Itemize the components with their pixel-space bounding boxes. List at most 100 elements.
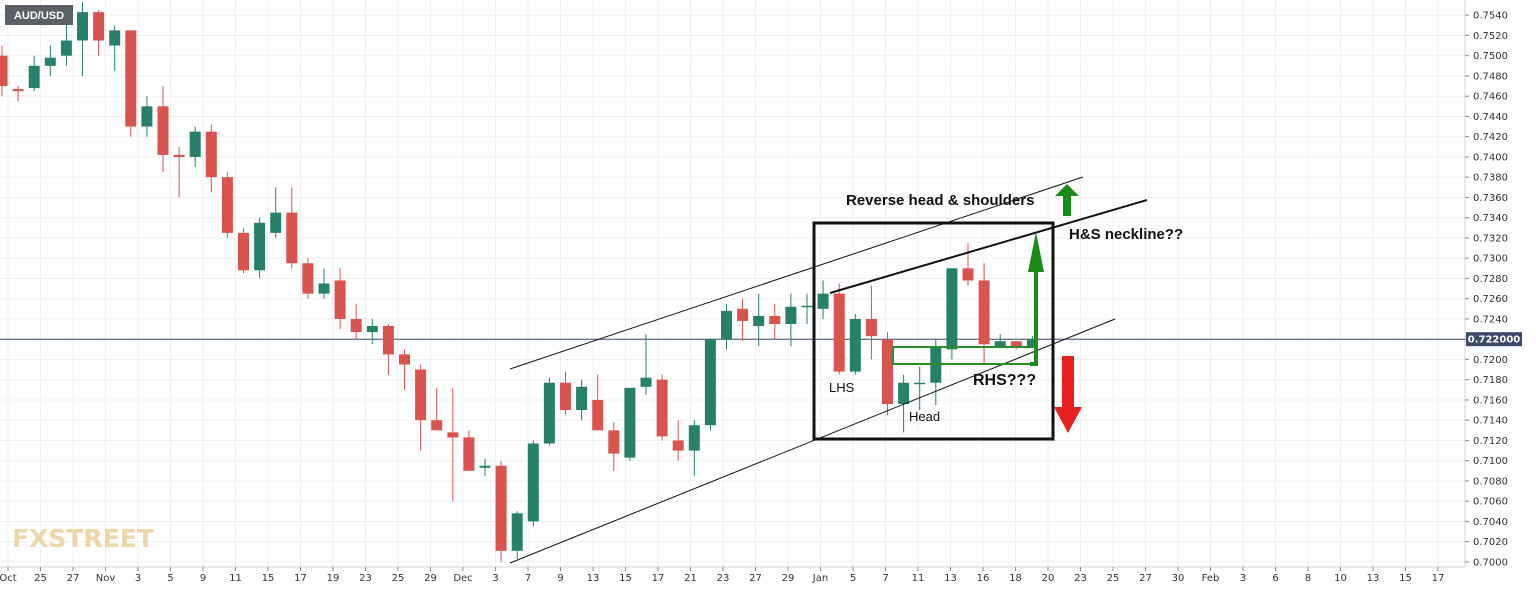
candle[interactable] — [318, 268, 330, 299]
candle[interactable] — [640, 334, 652, 395]
candle[interactable] — [1010, 341, 1022, 350]
symbol-badge[interactable] — [5, 5, 73, 25]
candle[interactable] — [769, 303, 781, 340]
candle[interactable] — [495, 460, 507, 562]
candle-body — [205, 131, 217, 178]
candle[interactable] — [833, 283, 845, 375]
candle[interactable] — [527, 440, 539, 527]
neckline — [829, 199, 1148, 294]
candle[interactable] — [914, 366, 926, 411]
candle[interactable] — [431, 387, 443, 431]
candle-body — [962, 268, 974, 281]
candle-body — [44, 57, 56, 66]
x-tick-label: 21 — [684, 573, 697, 584]
candle[interactable] — [817, 280, 829, 319]
candle[interactable] — [479, 458, 491, 476]
candle[interactable] — [415, 364, 427, 451]
candle[interactable] — [254, 217, 266, 279]
candle[interactable] — [286, 187, 298, 269]
candle-body — [543, 382, 555, 444]
y-tick-label: 0.7540 — [1473, 11, 1508, 22]
candle[interactable] — [366, 318, 378, 345]
candle[interactable] — [447, 387, 459, 502]
y-tick-label: 0.7460 — [1473, 92, 1508, 103]
x-tick-label: 30 — [1172, 573, 1185, 584]
x-tick-label: 10 — [1334, 573, 1347, 584]
x-tick-label: Oct — [0, 573, 17, 584]
y-tick-label: 0.7140 — [1473, 416, 1508, 427]
x-tick-label: 25 — [34, 573, 47, 584]
candle[interactable] — [382, 324, 394, 375]
candle[interactable] — [721, 303, 732, 350]
candle[interactable] — [737, 298, 749, 342]
candle-body — [527, 443, 539, 522]
candle[interactable] — [849, 313, 861, 375]
candle[interactable] — [270, 187, 282, 238]
y-tick-label: 0.7480 — [1473, 71, 1508, 82]
candle[interactable] — [141, 96, 153, 137]
candle[interactable] — [28, 55, 40, 92]
candle-body — [157, 106, 169, 155]
candle[interactable] — [12, 86, 24, 102]
candle-body — [318, 283, 330, 294]
candle[interactable] — [221, 172, 233, 238]
candle-body — [624, 387, 636, 458]
candle-body — [109, 30, 121, 46]
candle[interactable] — [624, 387, 636, 461]
y-tick-label: 0.7320 — [1473, 233, 1508, 244]
candle[interactable] — [463, 430, 475, 471]
candle[interactable] — [125, 30, 137, 137]
candle[interactable] — [801, 293, 813, 324]
candle[interactable] — [0, 45, 8, 97]
candle[interactable] — [399, 349, 410, 390]
candle[interactable] — [560, 371, 571, 416]
candle-body — [849, 318, 861, 372]
candle[interactable] — [77, 2, 88, 76]
candle[interactable] — [753, 293, 765, 347]
candle[interactable] — [173, 146, 185, 198]
candle[interactable] — [511, 511, 523, 559]
candle[interactable] — [576, 379, 588, 421]
candle[interactable] — [930, 339, 942, 405]
green-arrow-shaft — [1063, 196, 1071, 216]
current-price-value: 0.722000 — [1468, 335, 1521, 346]
candle[interactable] — [44, 45, 56, 76]
candle-body — [254, 222, 266, 271]
candle[interactable] — [238, 227, 249, 274]
candle[interactable] — [898, 374, 910, 433]
candle[interactable] — [1026, 336, 1038, 348]
candle-body — [125, 30, 137, 127]
candle[interactable] — [946, 268, 958, 360]
candle[interactable] — [994, 334, 1006, 348]
red-down-arrow — [1054, 407, 1082, 433]
candle[interactable] — [688, 420, 700, 476]
candle[interactable] — [157, 86, 169, 173]
candle[interactable] — [704, 339, 716, 431]
candle[interactable] — [592, 374, 604, 431]
candle[interactable] — [785, 293, 797, 347]
candle[interactable] — [543, 377, 555, 446]
y-tick-label: 0.7340 — [1473, 213, 1508, 224]
candle[interactable] — [93, 10, 105, 56]
x-tick-label: 25 — [392, 573, 405, 584]
candle[interactable] — [109, 25, 121, 71]
x-tick-label: 13 — [944, 573, 957, 584]
candle[interactable] — [656, 374, 668, 441]
y-tick-label: 0.7420 — [1473, 132, 1508, 143]
candle[interactable] — [865, 285, 877, 360]
candle[interactable] — [350, 303, 362, 340]
candle[interactable] — [302, 258, 314, 299]
candle-body — [576, 386, 588, 411]
candle[interactable] — [672, 420, 684, 461]
candle-body — [77, 12, 88, 41]
x-tick-label: 3 — [492, 573, 498, 584]
candle[interactable] — [608, 422, 620, 471]
candle[interactable] — [205, 124, 217, 193]
candle[interactable] — [334, 268, 346, 330]
candle[interactable] — [882, 332, 893, 416]
candle[interactable] — [189, 126, 201, 168]
y-tick-label: 0.7060 — [1473, 497, 1508, 508]
lhs-label: LHS — [829, 380, 855, 395]
candle[interactable] — [962, 243, 974, 286]
